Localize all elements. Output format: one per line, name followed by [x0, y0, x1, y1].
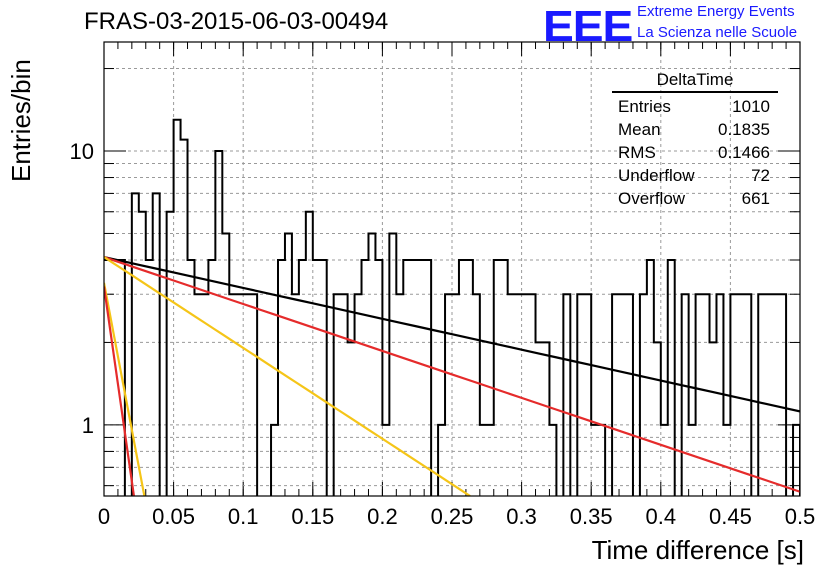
stats-label: Entries — [618, 97, 671, 116]
x-tick-label: 0.15 — [291, 504, 334, 529]
stats-label: RMS — [618, 143, 656, 162]
stats-label: Overflow — [618, 189, 686, 208]
fit-line — [104, 255, 800, 413]
plot-frame — [103, 41, 801, 497]
x-tick-label: 0.2 — [367, 504, 398, 529]
stats-row: Entries 1010 — [612, 95, 778, 118]
stats-value: 0.1466 — [718, 143, 770, 162]
y-tick-label: 1 — [82, 413, 94, 438]
stats-value: 0.1835 — [718, 120, 770, 139]
stats-label: Mean — [618, 120, 661, 139]
stats-value: 72 — [751, 166, 770, 185]
stats-box: DeltaTime Entries 1010 Mean 0.1835 RMS 0.14… — [612, 70, 778, 210]
y-tick-label: 10 — [70, 139, 94, 164]
x-tick-label: 0.35 — [570, 504, 613, 529]
x-tick-label: 0.5 — [785, 504, 816, 529]
stats-title: DeltaTime — [612, 70, 778, 93]
stats-row: Mean 0.1835 — [612, 118, 778, 141]
fit-line — [104, 282, 146, 496]
x-tick-label: 0.25 — [431, 504, 474, 529]
stats-label: Underflow — [618, 166, 695, 185]
stats-value: 661 — [741, 189, 770, 208]
fit-line — [104, 256, 471, 496]
x-axis-label: Time difference [s] — [591, 535, 804, 565]
stats-row: Underflow 72 — [612, 164, 778, 187]
eee-logo: EEE — [543, 2, 633, 51]
x-tick-label: 0.4 — [646, 504, 677, 529]
x-tick-label: 0 — [98, 504, 110, 529]
fit-line — [104, 256, 800, 493]
x-tick-label: 0.45 — [709, 504, 752, 529]
stats-value: 1010 — [732, 97, 770, 116]
y-axis-label: Entries/bin — [6, 59, 36, 182]
x-tick-label: 0.1 — [228, 504, 259, 529]
logo-line-1: Extreme Energy Events — [637, 3, 795, 20]
logo-line-2: La Scienza nelle Scuole — [637, 24, 798, 41]
run-title: FRAS-03-2015-06-03-00494 — [84, 8, 389, 35]
x-tick-label: 0.05 — [152, 504, 195, 529]
x-tick-label: 0.3 — [506, 504, 537, 529]
stats-row: Overflow 661 — [612, 187, 778, 210]
fit-line — [104, 286, 136, 496]
histogram-line — [104, 118, 800, 496]
stats-row: RMS 0.1466 — [612, 141, 778, 164]
